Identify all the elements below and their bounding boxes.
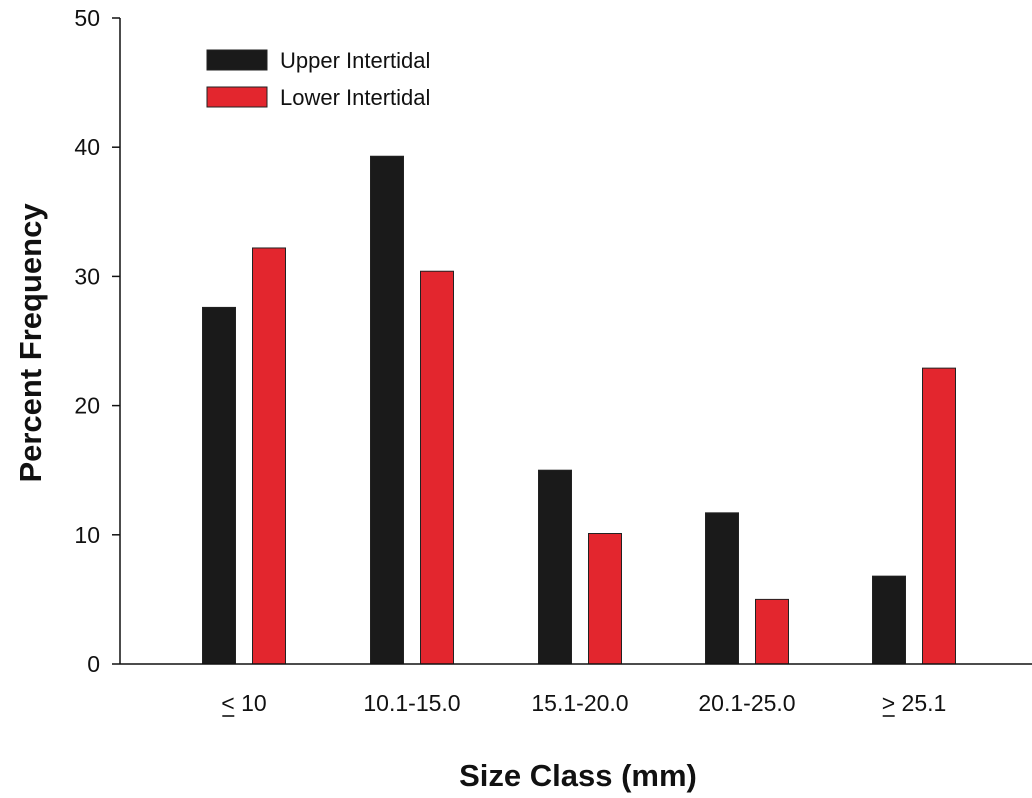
x-tick-label: 15.1-20.0	[531, 690, 628, 716]
bar-lower-intertidal-2	[420, 270, 454, 665]
x-axis-title: Size Class (mm)	[459, 758, 697, 793]
bar-upper-intertidal-3	[538, 469, 572, 665]
x-tick-label: 20.1-25.0	[698, 690, 795, 716]
legend-swatch-upper-intertidal	[206, 49, 268, 71]
x-tick-label: < 10	[221, 690, 266, 716]
y-tick-label: 10	[74, 522, 100, 548]
bar-upper-intertidal-2	[370, 155, 404, 665]
y-tick-label: 40	[74, 134, 100, 160]
x-tick-label: 10.1-15.0	[363, 690, 460, 716]
legend-swatch-lower-intertidal	[206, 86, 268, 108]
bar-upper-intertidal-1	[202, 306, 236, 665]
legend: Upper Intertidal Lower Intertidal	[206, 48, 430, 110]
x-tick-label: > 25.1	[882, 690, 947, 716]
y-axis-title: Percent Frequency	[13, 203, 48, 483]
legend-label-upper-intertidal: Upper Intertidal	[280, 48, 430, 73]
bar-upper-intertidal-5	[872, 575, 906, 665]
legend-label-lower-intertidal: Lower Intertidal	[280, 85, 430, 110]
bar-lower-intertidal-1	[252, 247, 286, 665]
bar-lower-intertidal-4	[755, 598, 789, 665]
bar-lower-intertidal-5	[922, 367, 956, 665]
bar-lower-intertidal-3	[588, 533, 622, 665]
y-ticks-group: 0 10 20 30 40 50	[74, 5, 120, 677]
y-tick-label: 30	[74, 263, 100, 289]
y-tick-label: 50	[74, 5, 100, 31]
x-ticks-group: < 10 10.1-15.0 15.1-20.0 20.1-25.0 > 25.1	[221, 690, 947, 717]
bar-upper-intertidal-4	[705, 512, 739, 665]
axes-group	[119, 18, 1032, 665]
bars-group	[202, 155, 956, 665]
y-tick-label: 20	[74, 393, 100, 419]
y-tick-label: 0	[87, 651, 100, 677]
